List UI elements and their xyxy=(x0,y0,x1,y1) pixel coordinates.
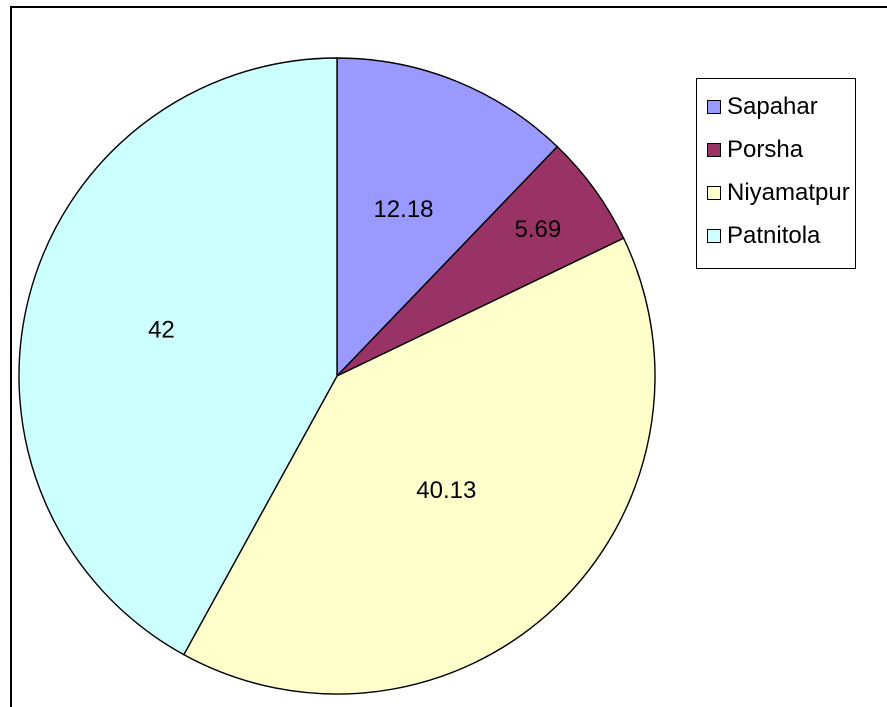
legend-swatch-patnitola xyxy=(707,229,721,243)
legend-item-patnitola: Patnitola xyxy=(707,216,820,256)
legend-label-patnitola: Patnitola xyxy=(727,222,820,250)
legend-item-porsha: Porsha xyxy=(707,130,803,170)
legend-swatch-sapahar xyxy=(707,100,721,114)
legend-item-niyamatpur: Niyamatpur xyxy=(707,173,850,213)
legend-swatch-porsha xyxy=(707,143,721,157)
data-label-porsha: 5.69 xyxy=(515,216,562,243)
legend: Sapahar Porsha Niyamatpur Patnitola xyxy=(696,78,856,269)
legend-item-sapahar: Sapahar xyxy=(707,87,818,127)
legend-label-niyamatpur: Niyamatpur xyxy=(727,179,850,207)
data-label-niyamatpur: 40.13 xyxy=(416,477,476,504)
data-label-patnitola: 42 xyxy=(148,316,175,343)
legend-swatch-niyamatpur xyxy=(707,186,721,200)
data-label-sapahar: 12.18 xyxy=(373,196,433,223)
legend-label-sapahar: Sapahar xyxy=(727,93,818,121)
legend-label-porsha: Porsha xyxy=(727,136,803,164)
pie-slices xyxy=(19,58,655,694)
